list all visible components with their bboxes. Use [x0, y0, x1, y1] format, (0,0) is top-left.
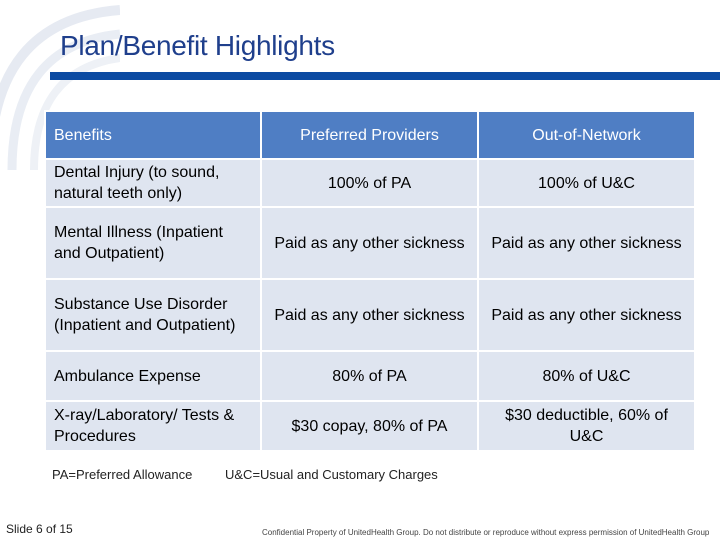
preferred-value: Paid as any other sickness [260, 206, 479, 280]
table-row: Mental Illness (Inpatient and Outpatient… [44, 206, 696, 280]
pa-definition-note: PA=Preferred Allowance [52, 467, 193, 482]
benefits-table: Benefits Preferred Providers Out-of-Netw… [44, 110, 696, 452]
out-of-network-value: $30 deductible, 60% of U&C [477, 400, 696, 452]
benefit-name: Dental Injury (to sound, natural teeth o… [44, 158, 262, 208]
page-title: Plan/Benefit Highlights [60, 30, 335, 61]
uc-definition-note: U&C=Usual and Customary Charges [225, 467, 438, 482]
benefit-name: Mental Illness (Inpatient and Outpatient… [44, 206, 262, 280]
table-header-row: Benefits Preferred Providers Out-of-Netw… [44, 110, 696, 160]
table-row: Ambulance Expense 80% of PA 80% of U&C [44, 350, 696, 402]
table-row: Substance Use Disorder (Inpatient and Ou… [44, 278, 696, 352]
benefit-name: X-ray/Laboratory/ Tests & Procedures [44, 400, 262, 452]
out-of-network-value: 100% of U&C [477, 158, 696, 208]
background-arc-decoration [0, 5, 120, 170]
out-of-network-value: 80% of U&C [477, 350, 696, 402]
slide-number: Slide 6 of 15 [6, 522, 73, 536]
column-header-out-of-network: Out-of-Network [477, 110, 696, 160]
title-rule [50, 72, 720, 80]
out-of-network-value: Paid as any other sickness [477, 278, 696, 352]
benefit-name: Ambulance Expense [44, 350, 262, 402]
preferred-value: $30 copay, 80% of PA [260, 400, 479, 452]
table-row: Dental Injury (to sound, natural teeth o… [44, 158, 696, 208]
preferred-value: 80% of PA [260, 350, 479, 402]
confidential-notice: Confidential Property of UnitedHealth Gr… [262, 528, 710, 537]
out-of-network-value: Paid as any other sickness [477, 206, 696, 280]
preferred-value: Paid as any other sickness [260, 278, 479, 352]
benefit-name: Substance Use Disorder (Inpatient and Ou… [44, 278, 262, 352]
table-row: X-ray/Laboratory/ Tests & Procedures $30… [44, 400, 696, 452]
column-header-benefits: Benefits [44, 110, 262, 160]
column-header-preferred-providers: Preferred Providers [260, 110, 479, 160]
preferred-value: 100% of PA [260, 158, 479, 208]
